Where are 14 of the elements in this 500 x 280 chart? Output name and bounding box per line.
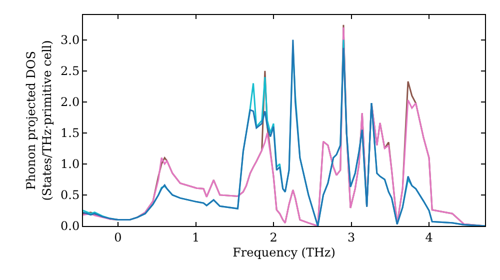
y-tick-label: 1.5 xyxy=(60,126,80,140)
x-tick-label: 2 xyxy=(270,230,278,244)
y-tick-label: 3.0 xyxy=(60,33,80,48)
x-axis-title: Frequency (THz) xyxy=(232,245,336,260)
y-tick-label: 0.5 xyxy=(60,188,80,202)
x-tick-label: 0 xyxy=(114,230,122,244)
y-tick-label: 2.5 xyxy=(60,64,80,78)
y-axis-title: Phonon projected DOS (States/THz·primitive cell) xyxy=(24,40,54,201)
y-tick-label: 2.0 xyxy=(60,95,80,110)
y-tick-label: 1.0 xyxy=(60,157,80,172)
x-tick-label: 1 xyxy=(192,230,200,244)
y-tick-label: 0.0 xyxy=(60,219,80,234)
x-tick-label: 4 xyxy=(425,230,434,244)
x-tick-label: 3 xyxy=(347,230,356,244)
